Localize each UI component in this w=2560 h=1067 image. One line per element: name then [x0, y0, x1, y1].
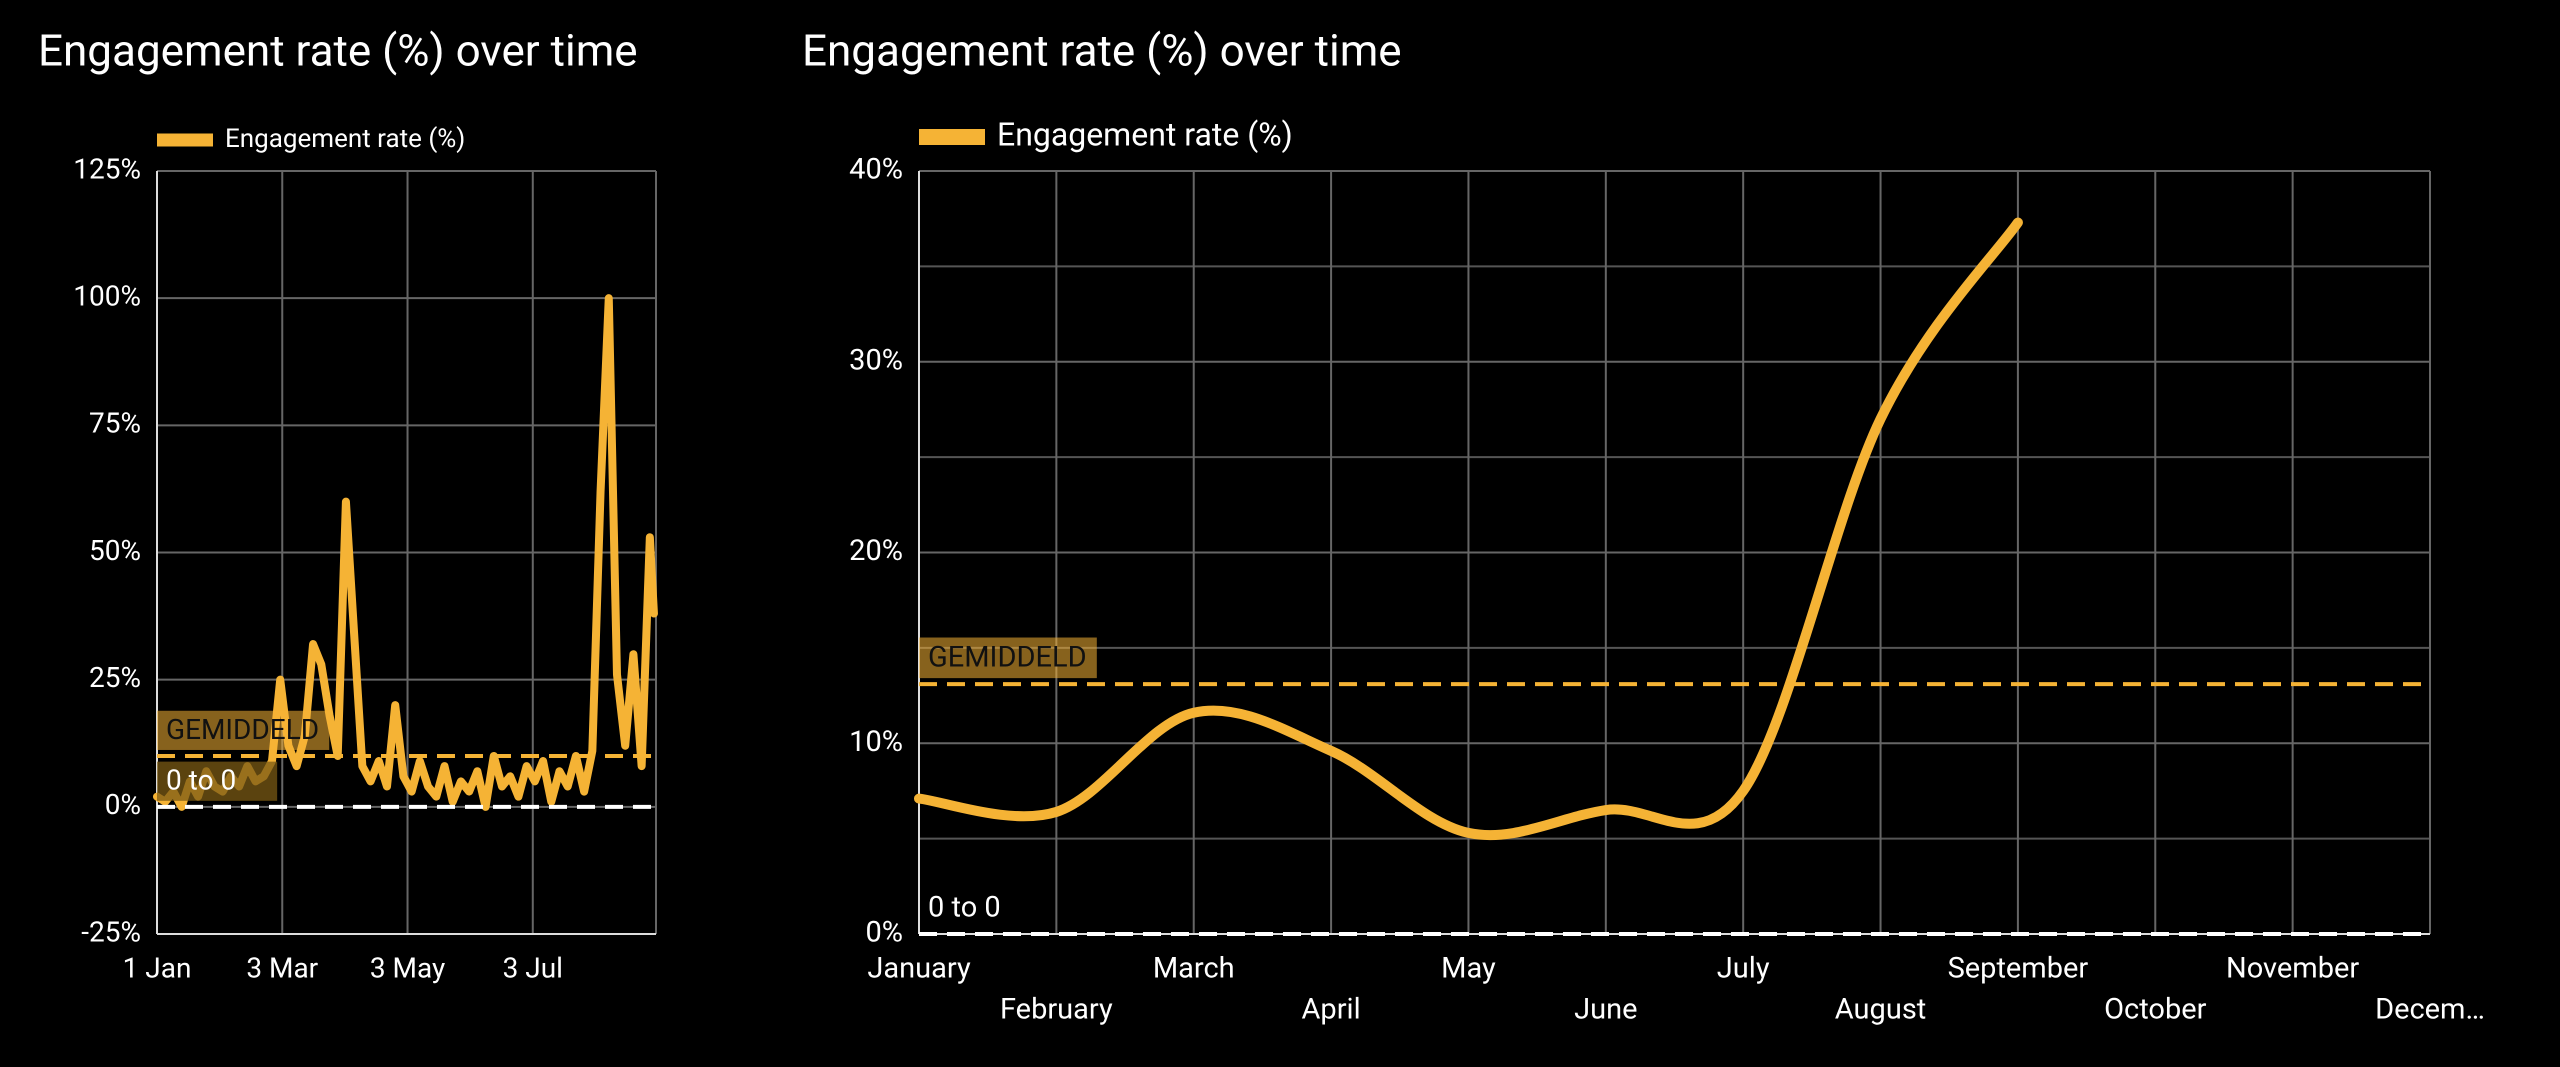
y-tick-label: 40% — [849, 153, 903, 187]
y-tick-label: 20% — [849, 534, 903, 568]
data-line — [914, 217, 2023, 841]
legend-label: Engagement rate (%) — [997, 115, 1293, 153]
x-tick-label: March — [1153, 952, 1235, 986]
y-tick-label: 75% — [89, 407, 141, 440]
x-tick-label: April — [1302, 993, 1361, 1027]
reference-label: 0 to 0 — [166, 764, 236, 797]
x-tick-label: July — [1717, 952, 1770, 986]
x-tick-label: 3 Mar — [246, 951, 318, 984]
x-tick-label: 1 Jan — [123, 951, 192, 984]
reference-label-box — [157, 710, 330, 750]
y-tick-label: 0% — [865, 916, 903, 950]
y-tick-label: 100% — [73, 280, 141, 313]
y-tick-label: 50% — [89, 534, 141, 567]
x-tick-label: January — [867, 952, 971, 986]
y-tick-label: 25% — [89, 661, 141, 694]
reference-label: 0 to 0 — [928, 890, 1001, 924]
y-tick-label: 30% — [849, 343, 903, 377]
x-tick-label: Decem… — [2375, 993, 2485, 1027]
x-tick-label: October — [2104, 993, 2207, 1027]
x-tick-label: August — [1835, 993, 1926, 1027]
x-tick-label: 3 Jul — [503, 951, 563, 984]
reference-label-box — [157, 761, 278, 801]
y-tick-label: -25% — [81, 915, 141, 948]
x-tick-label: November — [2226, 952, 2359, 986]
reference-label: GEMIDDELD — [166, 713, 319, 746]
x-tick-label: June — [1574, 993, 1637, 1027]
reference-label: GEMIDDELD — [928, 640, 1087, 674]
reference-label-box — [919, 637, 1097, 679]
x-tick-label: 3 May — [370, 951, 445, 984]
chart-title: Engagement rate (%) over time — [802, 25, 1402, 77]
x-tick-label: February — [1000, 993, 1113, 1027]
legend-label: Engagement rate (%) — [225, 124, 465, 154]
y-tick-label: 0% — [105, 788, 141, 821]
x-tick-label: May — [1441, 952, 1496, 986]
x-tick-label: September — [1948, 952, 2089, 986]
y-tick-label: 10% — [849, 725, 903, 759]
y-tick-label: 125% — [73, 152, 141, 185]
chart-title: Engagement rate (%) over time — [38, 25, 638, 77]
